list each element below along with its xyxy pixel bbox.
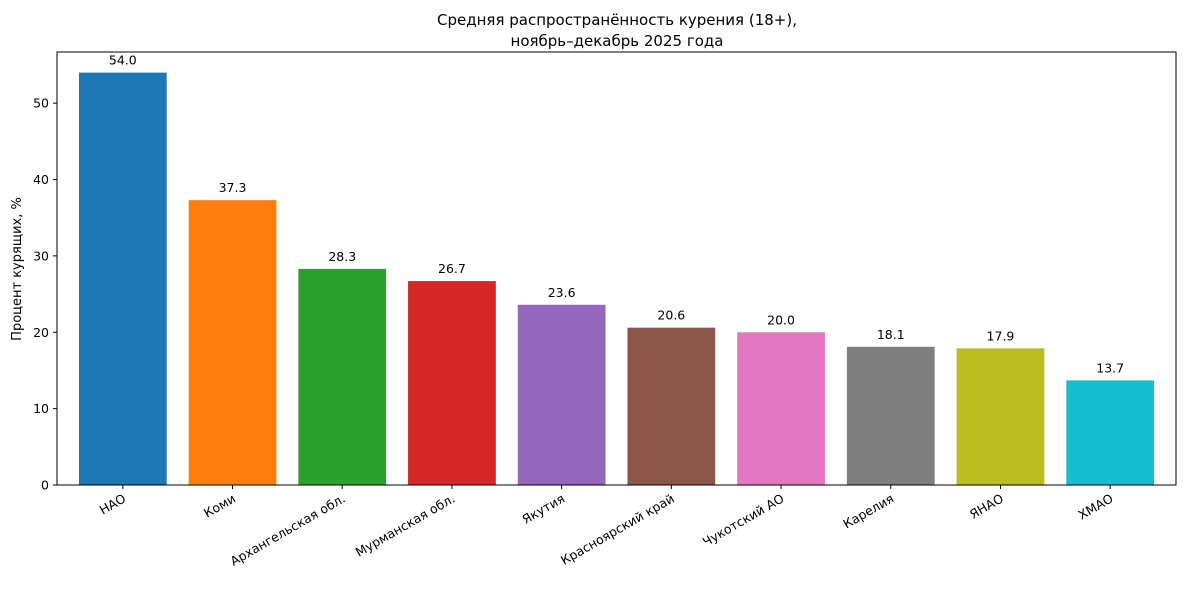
bar-value-label-4: 26.7 (438, 261, 466, 276)
chart-title-line-2: ноябрь–декабрь 2025 года (511, 32, 724, 50)
y-tick-label-1: 10 (33, 401, 49, 416)
bar-7 (737, 332, 825, 485)
chart-title-line-1: Средняя распространённость курения (18+)… (437, 11, 797, 29)
plot-frame (56, 51, 1177, 486)
y-tick-label-5: 50 (33, 96, 49, 111)
bar-8 (846, 346, 935, 485)
x-tick-label-7: Чукотский АО (700, 491, 787, 550)
x-tick-label-3: Архангельская обл. (227, 491, 347, 569)
bar-5 (517, 304, 606, 485)
y-axis-label: Процент курящих, % (10, 197, 25, 341)
bar-6 (627, 327, 716, 485)
x-tick-label-10: ХМАО (1075, 491, 1115, 523)
x-tick-label-6: Красноярский край (558, 491, 677, 568)
bar-value-label-8: 18.1 (877, 327, 905, 342)
bar-2 (188, 200, 277, 485)
bar-value-label-9: 17.9 (987, 328, 1015, 343)
bar-4 (408, 281, 496, 485)
x-tick-label-4: Мурманская обл. (353, 491, 458, 560)
bars-layer: 54.0 37.3 28.3 26.7 23.6 20.6 20.0 18.1 17.9 13.7 (78, 53, 1155, 485)
bar-value-label-2: 37.3 (219, 180, 247, 195)
bar-value-label-10: 13.7 (1096, 360, 1124, 375)
y-tick-label-3: 30 (33, 248, 49, 263)
y-tick-label-2: 20 (33, 325, 49, 340)
y-tick-label-0: 0 (41, 478, 49, 493)
x-tick-label-5: Якутия (519, 491, 567, 527)
bar-10 (1066, 380, 1155, 485)
y-tick-label-4: 40 (33, 172, 49, 187)
x-tick-label-1: НАО (97, 491, 129, 518)
bar-9 (956, 348, 1045, 485)
x-tick-label-9: ЯНАО (967, 491, 1006, 522)
bar-1 (78, 72, 167, 485)
x-tick-label-8: Карелия (840, 491, 896, 532)
bar-value-label-6: 20.6 (657, 308, 685, 323)
bar-3 (298, 268, 387, 485)
bar-value-label-7: 20.0 (767, 312, 795, 327)
bar-value-label-3: 28.3 (328, 249, 356, 264)
bar-value-label-5: 23.6 (548, 285, 576, 300)
x-tick-label-2: Коми (201, 491, 238, 521)
bar-value-label-1: 54.0 (109, 53, 137, 68)
